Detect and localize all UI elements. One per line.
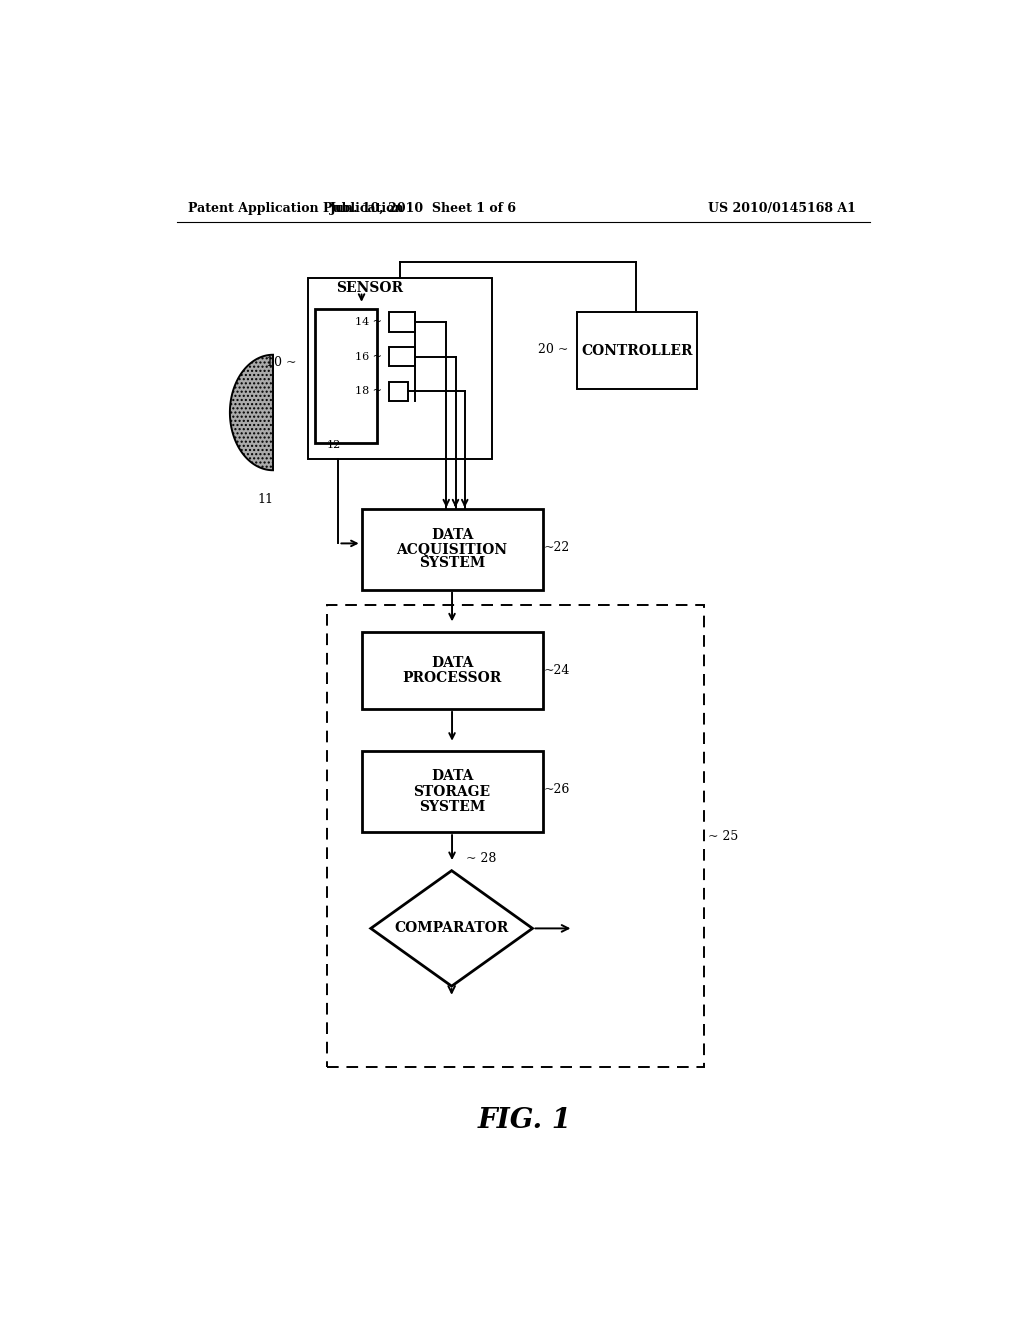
Text: SYSTEM: SYSTEM bbox=[419, 800, 485, 814]
Text: 18 ~: 18 ~ bbox=[355, 387, 382, 396]
Bar bbox=[361, 508, 543, 590]
Bar bbox=[388, 347, 416, 367]
Text: 12: 12 bbox=[327, 440, 341, 450]
Text: ~ 28: ~ 28 bbox=[466, 853, 496, 866]
Bar bbox=[361, 751, 543, 832]
Bar bbox=[327, 605, 705, 1067]
Text: 14 ~: 14 ~ bbox=[355, 317, 382, 327]
Text: 20 ~: 20 ~ bbox=[538, 343, 568, 356]
Text: FIG. 1: FIG. 1 bbox=[478, 1107, 571, 1134]
Text: SENSOR: SENSOR bbox=[336, 281, 402, 294]
Text: 11: 11 bbox=[257, 494, 273, 507]
Text: ~22: ~22 bbox=[544, 541, 570, 554]
Text: Jun. 10, 2010  Sheet 1 of 6: Jun. 10, 2010 Sheet 1 of 6 bbox=[330, 202, 517, 215]
Text: COMPARATOR: COMPARATOR bbox=[394, 921, 509, 936]
Bar bbox=[307, 277, 493, 459]
Text: ~26: ~26 bbox=[544, 783, 570, 796]
Text: ACQUISITION: ACQUISITION bbox=[396, 543, 508, 556]
Polygon shape bbox=[230, 355, 273, 470]
Bar bbox=[578, 313, 696, 389]
Text: ~ 25: ~ 25 bbox=[708, 829, 738, 842]
Text: 16 ~: 16 ~ bbox=[355, 351, 382, 362]
Text: PROCESSOR: PROCESSOR bbox=[402, 671, 502, 685]
Bar bbox=[388, 381, 408, 401]
Text: ~24: ~24 bbox=[544, 664, 570, 677]
Text: CONTROLLER: CONTROLLER bbox=[581, 345, 692, 358]
Text: DATA: DATA bbox=[431, 528, 473, 543]
Text: STORAGE: STORAGE bbox=[414, 784, 490, 799]
Bar bbox=[388, 313, 416, 331]
Bar bbox=[315, 309, 377, 444]
Bar bbox=[361, 632, 543, 709]
Text: 10 ~: 10 ~ bbox=[265, 356, 296, 370]
Text: Patent Application Publication: Patent Application Publication bbox=[188, 202, 403, 215]
Text: DATA: DATA bbox=[431, 770, 473, 783]
Text: SYSTEM: SYSTEM bbox=[419, 556, 485, 570]
Text: US 2010/0145168 A1: US 2010/0145168 A1 bbox=[708, 202, 856, 215]
Text: DATA: DATA bbox=[431, 656, 473, 669]
